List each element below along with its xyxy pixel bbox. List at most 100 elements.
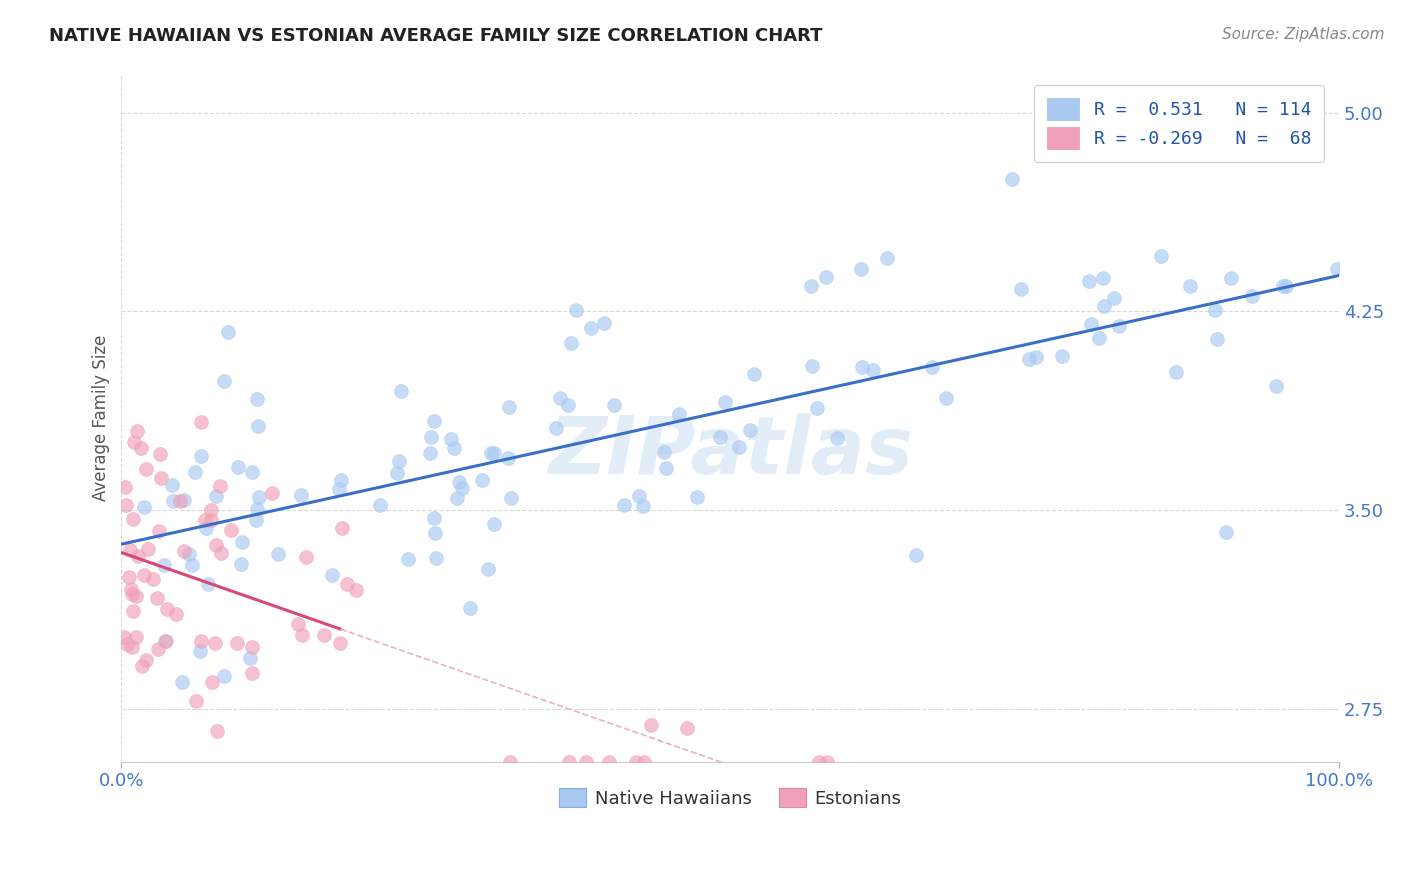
Point	[115, 498, 138, 512]
Point	[173, 544, 195, 558]
Point	[146, 591, 169, 606]
Point	[132, 500, 155, 515]
Point	[560, 336, 582, 351]
Point	[807, 755, 830, 769]
Point	[477, 562, 499, 576]
Point	[122, 512, 145, 526]
Point	[1050, 349, 1073, 363]
Point	[200, 513, 222, 527]
Point	[423, 511, 446, 525]
Point	[1092, 271, 1115, 285]
Point	[127, 549, 149, 564]
Point	[396, 551, 419, 566]
Point	[714, 395, 737, 409]
Point	[471, 473, 494, 487]
Point	[148, 524, 170, 538]
Point	[613, 498, 636, 512]
Point	[1080, 318, 1102, 332]
Point	[742, 367, 765, 381]
Point	[425, 551, 447, 566]
Point	[574, 755, 596, 769]
Point	[204, 489, 226, 503]
Point	[565, 303, 588, 318]
Point	[219, 524, 242, 538]
Point	[239, 651, 262, 665]
Point	[208, 479, 231, 493]
Point	[120, 582, 142, 597]
Point	[122, 604, 145, 618]
Point	[190, 449, 212, 463]
Point	[1326, 262, 1348, 277]
Point	[121, 587, 143, 601]
Point	[332, 521, 354, 535]
Point	[443, 442, 465, 456]
Text: ZIPatlas: ZIPatlas	[548, 413, 912, 491]
Point	[240, 465, 263, 479]
Point	[135, 461, 157, 475]
Point	[205, 724, 228, 739]
Point	[1180, 279, 1202, 293]
Point	[827, 431, 849, 445]
Point	[120, 543, 142, 558]
Point	[209, 546, 232, 560]
Point	[1220, 271, 1243, 285]
Point	[240, 666, 263, 681]
Text: NATIVE HAWAIIAN VS ESTONIAN AVERAGE FAMILY SIZE CORRELATION CHART: NATIVE HAWAIIAN VS ESTONIAN AVERAGE FAMI…	[49, 27, 823, 45]
Point	[1010, 282, 1032, 296]
Point	[652, 445, 675, 459]
Point	[231, 535, 253, 549]
Point	[1274, 278, 1296, 293]
Point	[155, 634, 177, 648]
Point	[231, 557, 253, 571]
Point	[201, 674, 224, 689]
Point	[125, 424, 148, 438]
Point	[336, 576, 359, 591]
Point	[581, 320, 603, 334]
Point	[440, 432, 463, 446]
Point	[419, 446, 441, 460]
Point	[134, 567, 156, 582]
Point	[385, 467, 408, 481]
Point	[184, 466, 207, 480]
Point	[1108, 318, 1130, 333]
Point	[458, 601, 481, 615]
Point	[156, 602, 179, 616]
Point	[165, 607, 187, 622]
Point	[314, 628, 336, 642]
Point	[328, 483, 350, 497]
Point	[935, 392, 957, 406]
Point	[1078, 275, 1101, 289]
Point	[668, 407, 690, 421]
Point	[190, 643, 212, 657]
Point	[814, 269, 837, 284]
Point	[148, 446, 170, 460]
Point	[479, 446, 502, 460]
Point	[260, 485, 283, 500]
Point	[246, 418, 269, 433]
Point	[655, 461, 678, 475]
Point	[482, 517, 505, 532]
Point	[603, 398, 626, 412]
Point	[162, 478, 184, 492]
Point	[134, 653, 156, 667]
Point	[1018, 351, 1040, 366]
Point	[217, 326, 239, 340]
Point	[904, 548, 927, 562]
Point	[876, 252, 898, 266]
Point	[291, 628, 314, 642]
Point	[800, 278, 823, 293]
Point	[114, 481, 136, 495]
Point	[640, 718, 662, 732]
Point	[422, 414, 444, 428]
Point	[1025, 351, 1047, 365]
Point	[1271, 278, 1294, 293]
Point	[815, 755, 838, 769]
Point	[267, 547, 290, 561]
Point	[446, 491, 468, 505]
Point	[117, 637, 139, 651]
Point	[204, 636, 226, 650]
Point	[484, 446, 506, 460]
Point	[499, 755, 522, 769]
Point	[851, 359, 873, 374]
Point	[557, 398, 579, 412]
